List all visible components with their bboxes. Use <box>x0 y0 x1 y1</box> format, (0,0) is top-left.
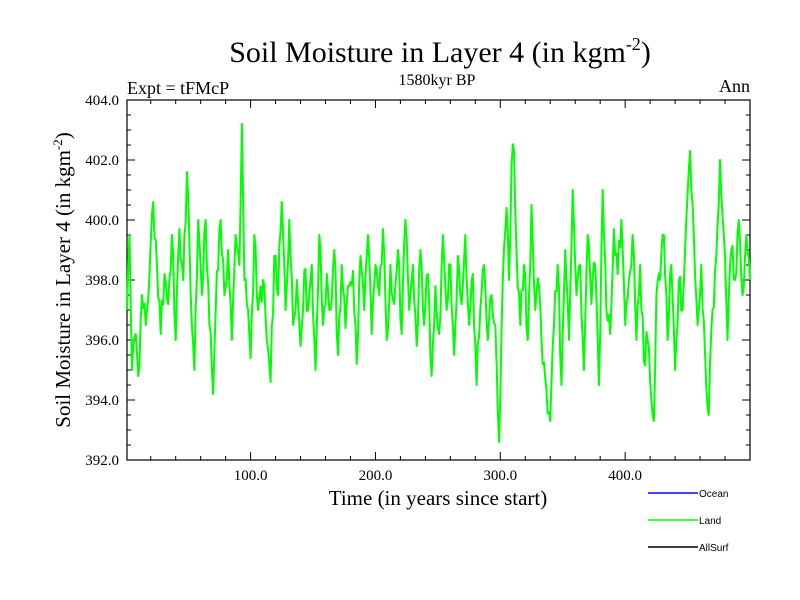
y-axis-label: Soil Moisture in Layer 4 (in kgm-2) <box>50 132 75 427</box>
y-tick-label: 400.0 <box>85 213 119 229</box>
series-line-land <box>126 123 751 443</box>
y-tick-label: 404.0 <box>85 93 119 109</box>
x-tick-labels: 100.0 200.0 300.0 400.0 <box>234 468 642 484</box>
chart-subtitle: 1580kyr BP <box>399 72 476 89</box>
y-tick-label: 402.0 <box>85 153 119 169</box>
y-axis-label-close: ) <box>51 132 75 139</box>
legend-label-allsurf: AllSurf <box>699 543 729 554</box>
x-tick-label: 200.0 <box>359 468 393 484</box>
season-label: Ann <box>719 76 750 96</box>
chart-title-close: ) <box>641 36 651 69</box>
chart-title-text: Soil Moisture in Layer 4 (in kgm <box>229 36 626 69</box>
axis-ticks <box>127 99 750 461</box>
x-tick-label: 400.0 <box>608 468 642 484</box>
chart-title-sup: -2 <box>626 34 641 54</box>
x-tick-label: 300.0 <box>483 468 517 484</box>
legend: Ocean Land AllSurf <box>648 489 729 554</box>
legend-label-land: Land <box>699 516 721 527</box>
y-axis-label-text: Soil Moisture in Layer 4 (in kgm <box>51 150 75 428</box>
y-tick-label: 394.0 <box>85 393 119 409</box>
experiment-label: Expt = tFMcP <box>127 78 229 98</box>
y-axis-label-sup: -2 <box>50 139 65 150</box>
y-tick-labels: 392.0 394.0 396.0 398.0 400.0 402.0 404.0 <box>85 93 119 469</box>
y-tick-label: 398.0 <box>85 273 119 289</box>
y-tick-label: 392.0 <box>85 453 119 469</box>
chart-title: Soil Moisture in Layer 4 (in kgm-2) <box>229 34 651 69</box>
y-tick-label: 396.0 <box>85 333 119 349</box>
x-tick-label: 100.0 <box>234 468 268 484</box>
plot-frame <box>126 99 751 461</box>
x-axis-label: Time (in years since start) <box>329 486 548 510</box>
legend-label-ocean: Ocean <box>699 489 728 500</box>
